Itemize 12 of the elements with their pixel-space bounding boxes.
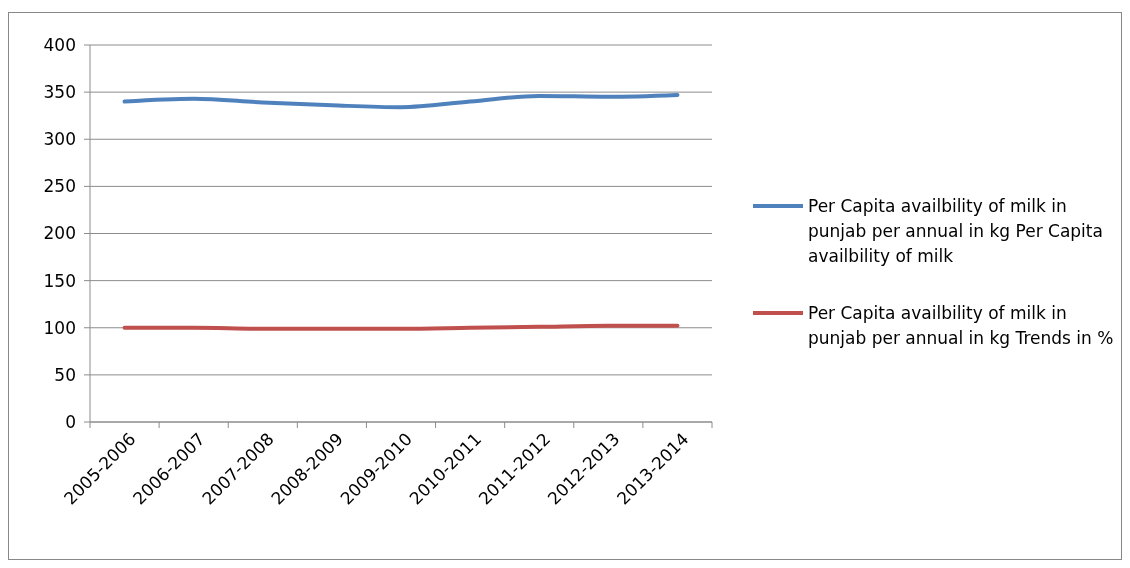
y-tick-label: 350 bbox=[43, 82, 76, 103]
legend-label: Per Capita availbility of milk in punjab per annual in kg Per Capita availbility of milk bbox=[808, 195, 1103, 266]
y-tick-label: 400 bbox=[43, 34, 76, 55]
legend-label: Per Capita availbility of milk in punjab per annual in kg Trends in % bbox=[808, 302, 1114, 348]
y-tick-label: 50 bbox=[54, 364, 76, 385]
y-tick-label: 100 bbox=[43, 317, 76, 338]
y-tick-label: 250 bbox=[43, 176, 76, 197]
y-tick-label: 200 bbox=[43, 223, 76, 244]
y-tick-label: 0 bbox=[65, 411, 76, 432]
line-series bbox=[122, 92, 680, 110]
y-tick-label: 300 bbox=[43, 129, 76, 150]
y-tick-label: 150 bbox=[43, 270, 76, 291]
